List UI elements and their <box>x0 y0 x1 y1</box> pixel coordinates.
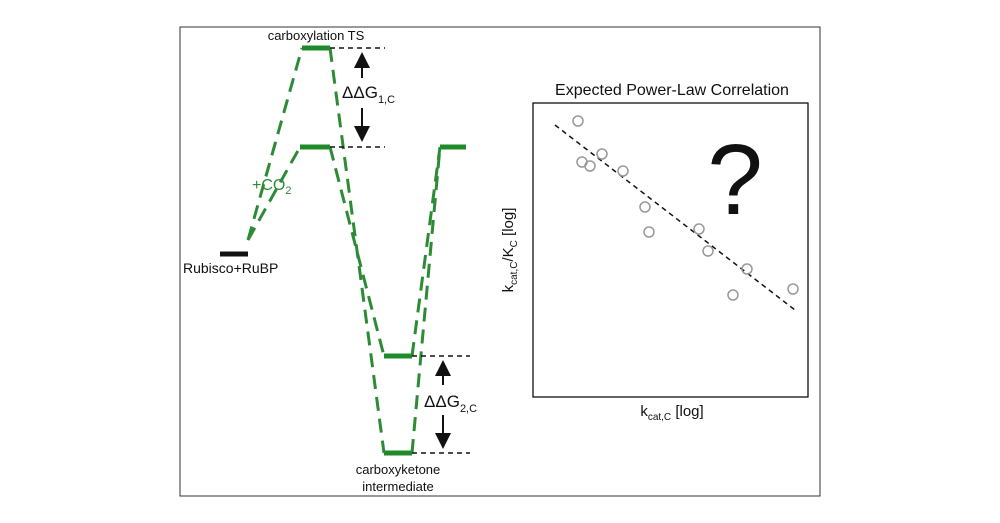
points <box>572 115 799 301</box>
frame <box>179 26 821 497</box>
point <box>741 263 753 275</box>
point <box>643 226 655 238</box>
path <box>246 47 304 241</box>
label: Rubisco+RuBP <box>183 260 278 276</box>
energy-diagram: carboxylation TS ΔΔG1,C +CO2 Rubisco+RuB… <box>183 28 477 494</box>
path <box>410 146 442 357</box>
label: +CO2 <box>252 177 291 197</box>
label: ΔΔG1,C <box>342 83 395 106</box>
label-main: k <box>500 284 517 292</box>
path <box>410 146 442 454</box>
question-mark: ? <box>707 124 763 236</box>
point <box>787 283 799 295</box>
label-sub: cat,C <box>509 262 520 285</box>
label-main: [log] <box>500 208 517 241</box>
label-main: [log] <box>671 403 704 420</box>
path <box>246 146 302 241</box>
point <box>639 201 651 213</box>
label-sub: 1,C <box>378 94 395 106</box>
label: carboxylation TS <box>268 28 365 43</box>
point <box>572 115 584 127</box>
path <box>328 146 386 357</box>
label-main: +CO <box>252 177 285 194</box>
label: carboxyketone <box>356 462 441 477</box>
label-main: /K <box>500 247 517 261</box>
label-main: k <box>640 403 648 420</box>
label: ΔΔG2,C <box>424 392 477 415</box>
label-sub: 2,C <box>460 403 477 415</box>
label-main: ΔΔG <box>342 83 378 102</box>
point <box>702 245 714 257</box>
point <box>727 289 739 301</box>
path <box>328 47 386 454</box>
label-sub: 2 <box>285 185 291 197</box>
inset: Expected Power-Law Correlation ? kcat,C … <box>500 82 809 423</box>
y-axis-label: kcat,C/KC [log] <box>500 208 520 293</box>
point <box>617 165 629 177</box>
inset-frame <box>532 102 809 398</box>
label-sub: C <box>509 240 520 247</box>
inset-title: Expected Power-Law Correlation <box>555 82 789 99</box>
label-sub: cat,C <box>648 412 671 423</box>
point <box>584 160 596 172</box>
x-axis-label: kcat,C [log] <box>640 403 703 423</box>
label-main: ΔΔG <box>424 392 460 411</box>
point <box>693 223 705 235</box>
point <box>596 148 608 160</box>
label: intermediate <box>362 479 434 494</box>
trend-line <box>554 124 796 311</box>
